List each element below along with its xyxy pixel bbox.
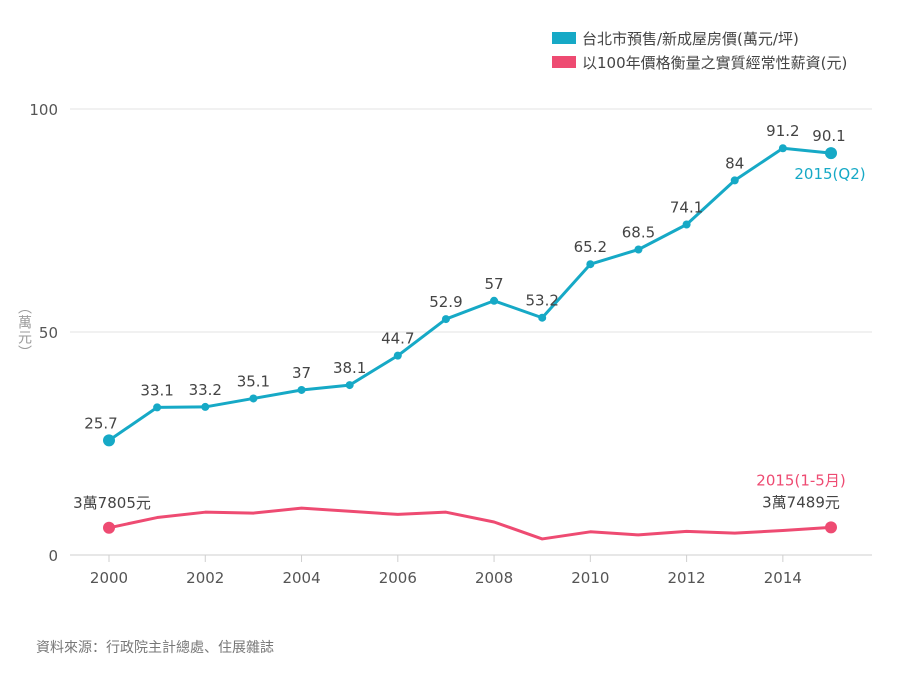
x-tick-label-2010: 2010 xyxy=(571,569,609,587)
data-label-0-1: 33.1 xyxy=(140,381,173,399)
x-tick-label-2002: 2002 xyxy=(186,569,224,587)
x-tick-label-2004: 2004 xyxy=(282,569,320,587)
y-tick-label-0: 0 xyxy=(48,547,58,565)
data-point-1-0 xyxy=(103,521,115,534)
data-label-0-15: 90.1 xyxy=(812,127,845,145)
data-label-0-6: 44.7 xyxy=(381,330,414,348)
data-point-0-11 xyxy=(634,245,643,254)
data-point-0-4 xyxy=(297,385,306,394)
data-label-1-15: 3萬7489元 xyxy=(762,493,840,511)
data-label-0-7: 52.9 xyxy=(429,293,462,311)
data-point-0-1 xyxy=(153,403,162,412)
legend: 台北市預售/新成屋房價(萬元/坪) 以100年價格衡量之實質經常性薪資(元) xyxy=(552,26,847,74)
legend-label-salary: 以100年價格衡量之實質經常性薪資(元) xyxy=(582,53,848,72)
legend-swatch-salary xyxy=(552,56,576,68)
data-point-0-15 xyxy=(825,147,837,160)
y-tick-label-50: 50 xyxy=(39,324,58,342)
y-tick-label-100: 100 xyxy=(29,101,58,119)
data-label-0-0: 25.7 xyxy=(84,414,117,432)
data-point-0-14 xyxy=(778,144,787,153)
y-axis-label: （萬元） xyxy=(16,300,32,360)
data-point-0-7 xyxy=(441,315,450,324)
end-note-1: 2015(1-5月) xyxy=(756,471,845,489)
data-point-0-6 xyxy=(393,351,402,360)
x-tick-label-2000: 2000 xyxy=(90,569,128,587)
legend-item-price: 台北市預售/新成屋房價(萬元/坪) xyxy=(552,26,847,50)
data-label-0-3: 35.1 xyxy=(237,372,270,390)
x-tick-label-2006: 2006 xyxy=(379,569,417,587)
data-point-1-15 xyxy=(825,521,837,534)
data-label-0-11: 68.5 xyxy=(622,223,655,241)
data-point-0-3 xyxy=(249,394,258,403)
data-point-0-8 xyxy=(490,296,499,305)
data-point-0-5 xyxy=(345,381,354,390)
x-tick-label-2014: 2014 xyxy=(764,569,802,587)
data-label-0-8: 57 xyxy=(485,275,504,293)
data-point-0-0 xyxy=(103,434,115,447)
source-note: 資料來源：行政院主計總處、住展雜誌 xyxy=(36,640,274,656)
data-point-0-10 xyxy=(586,260,595,269)
series-line-0 xyxy=(107,146,833,442)
x-tick-label-2008: 2008 xyxy=(475,569,513,587)
data-label-0-12: 74.1 xyxy=(670,199,703,217)
legend-item-salary: 以100年價格衡量之實質經常性薪資(元) xyxy=(552,50,847,74)
data-label-0-14: 91.2 xyxy=(766,122,799,140)
legend-label-price: 台北市預售/新成屋房價(萬元/坪) xyxy=(582,29,799,48)
data-label-0-9: 53.2 xyxy=(525,292,558,310)
x-tick-label-2012: 2012 xyxy=(668,569,706,587)
end-note-0: 2015(Q2) xyxy=(794,165,865,183)
data-label-0-4: 37 xyxy=(292,364,311,382)
series-line-1 xyxy=(107,506,833,541)
data-point-0-9 xyxy=(538,313,547,322)
data-label-0-13: 84 xyxy=(725,154,744,172)
data-point-0-2 xyxy=(201,402,210,411)
data-label-0-10: 65.2 xyxy=(574,238,607,256)
data-label-0-2: 33.2 xyxy=(189,381,222,399)
data-point-0-12 xyxy=(682,220,691,229)
legend-swatch-price xyxy=(552,32,576,44)
data-label-1-0: 3萬7805元 xyxy=(73,494,151,512)
data-label-0-5: 38.1 xyxy=(333,359,366,377)
data-point-0-13 xyxy=(730,176,739,185)
